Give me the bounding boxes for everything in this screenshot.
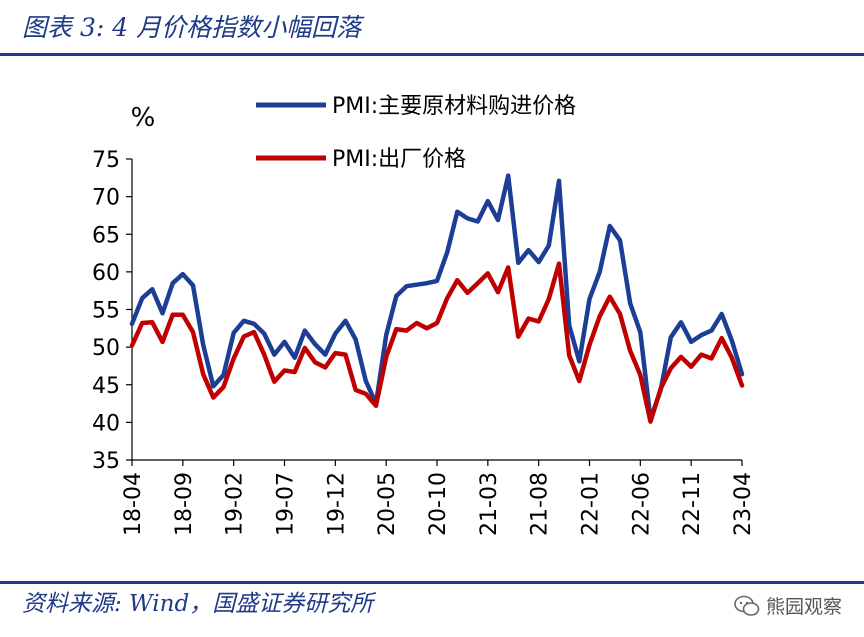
x-tick-label: 20-10	[426, 472, 451, 536]
x-tick-label: 19-02	[223, 472, 248, 536]
chart-axes: 35 40 45 50 55 60 65 70 75% 18-04 18-09 19-02 19-07 1…	[92, 103, 756, 536]
figure-source: 资料来源: Wind，国盛证券研究所	[22, 591, 374, 617]
watermark-text: 熊园观察	[765, 596, 842, 618]
x-tick-label: 19-12	[324, 472, 349, 536]
title-rule	[0, 53, 864, 56]
legend-label: PMI:主要原材料购进价格	[332, 94, 576, 119]
y-axis-unit: %	[131, 103, 156, 133]
y-tick-label: 50	[92, 336, 120, 361]
series-line-output-price	[129, 261, 745, 424]
x-tick-label: 18-04	[121, 472, 146, 536]
series-line-raw-material-price	[129, 173, 745, 422]
x-tick-label: 21-08	[528, 472, 553, 536]
chart-series	[129, 173, 745, 424]
x-tick-label: 22-11	[680, 472, 705, 536]
x-tick-label: 21-03	[477, 472, 502, 536]
wechat-bubble-icon	[734, 595, 760, 616]
y-tick-label: 75	[92, 148, 120, 173]
source-rule	[0, 581, 864, 584]
y-tick-label: 55	[92, 299, 120, 324]
y-tick-label: 40	[92, 411, 120, 436]
x-tick-label: 22-01	[579, 472, 604, 536]
legend-label: PMI:出厂价格	[332, 147, 466, 172]
y-tick-label: 60	[92, 261, 120, 286]
line-chart: 35 40 45 50 55 60 65 70 75% 18-04 18-09 19-02 19-07 1…	[92, 94, 756, 536]
x-tick-label: 18-09	[172, 472, 197, 536]
x-tick-label: 19-07	[274, 472, 299, 536]
watermark: 熊园观察	[734, 592, 842, 619]
x-tick-label: 23-04	[731, 472, 756, 536]
figure-title: 图表 3: 4 月价格指数小幅回落	[22, 13, 362, 42]
y-tick-label: 70	[92, 186, 120, 211]
x-tick-label: 22-06	[629, 472, 654, 536]
chart-legend: PMI:主要原材料购进价格 PMI:出厂价格	[256, 94, 576, 172]
y-tick-label: 45	[92, 374, 120, 399]
y-tick-label: 65	[92, 223, 120, 248]
x-tick-label: 20-05	[375, 472, 400, 536]
y-tick-label: 35	[92, 449, 120, 474]
